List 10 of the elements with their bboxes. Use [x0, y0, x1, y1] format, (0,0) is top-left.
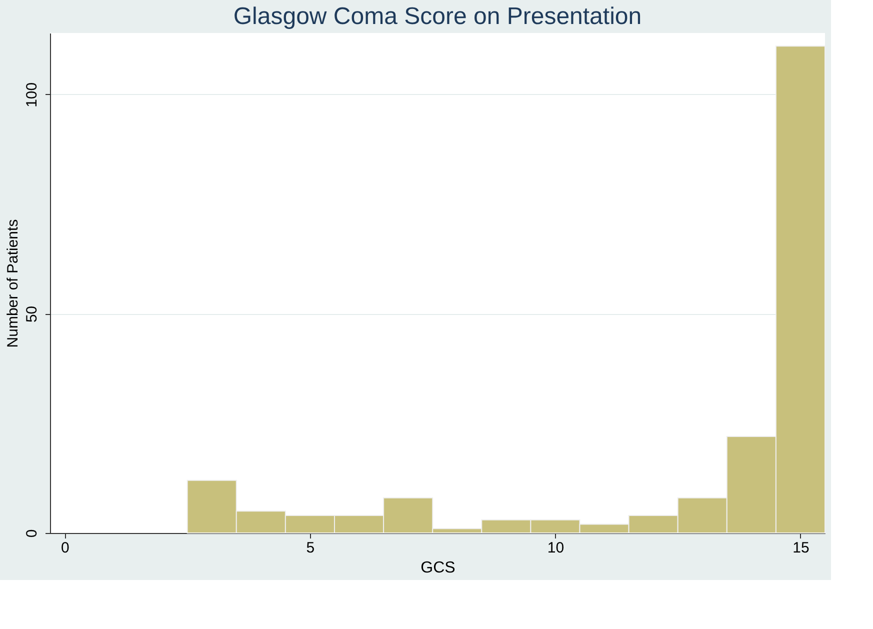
x-axis-title: GCS: [420, 560, 456, 576]
x-tick-label: 10: [547, 540, 564, 556]
y-tick-label: 100: [24, 82, 40, 108]
y-tick-label: 0: [24, 529, 40, 538]
y-tick-label: 50: [24, 306, 40, 323]
x-tick-label: 0: [61, 540, 70, 556]
x-tick-label: 5: [306, 540, 315, 556]
chart-title: Glasgow Coma Score on Presentation: [233, 3, 642, 30]
y-axis-title: Number of Patients: [4, 219, 22, 348]
x-tick-label: 15: [792, 540, 810, 556]
